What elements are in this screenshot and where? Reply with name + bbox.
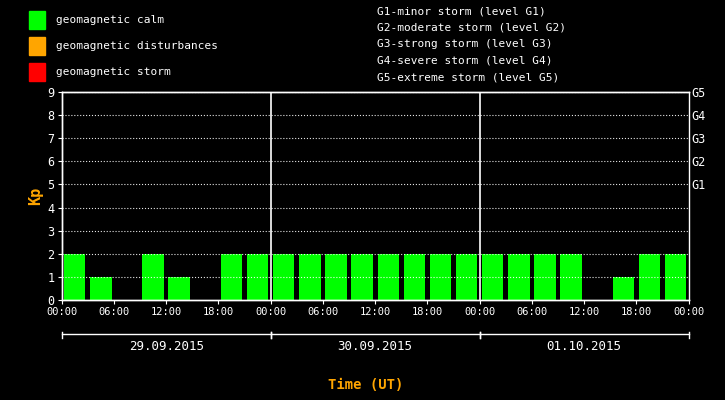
Y-axis label: Kp: Kp bbox=[28, 187, 44, 205]
Bar bbox=[534, 254, 556, 300]
Bar bbox=[90, 277, 112, 300]
Text: geomagnetic calm: geomagnetic calm bbox=[56, 15, 164, 25]
Bar bbox=[220, 254, 242, 300]
Bar bbox=[430, 254, 451, 300]
Bar bbox=[639, 254, 660, 300]
Text: G2-moderate storm (level G2): G2-moderate storm (level G2) bbox=[377, 22, 566, 33]
Bar bbox=[64, 254, 86, 300]
Bar bbox=[142, 254, 164, 300]
Text: G1-minor storm (level G1): G1-minor storm (level G1) bbox=[377, 6, 546, 16]
Text: Time (UT): Time (UT) bbox=[328, 378, 404, 392]
Bar bbox=[29, 37, 45, 55]
Text: G4-severe storm (level G4): G4-severe storm (level G4) bbox=[377, 56, 552, 66]
Bar bbox=[29, 11, 45, 30]
Bar bbox=[560, 254, 582, 300]
Bar bbox=[508, 254, 530, 300]
Bar bbox=[273, 254, 294, 300]
Bar bbox=[456, 254, 477, 300]
Text: geomagnetic disturbances: geomagnetic disturbances bbox=[56, 41, 217, 51]
Bar bbox=[299, 254, 320, 300]
Bar bbox=[665, 254, 687, 300]
Text: geomagnetic storm: geomagnetic storm bbox=[56, 67, 170, 77]
Bar bbox=[247, 254, 268, 300]
Bar bbox=[482, 254, 503, 300]
Bar bbox=[352, 254, 373, 300]
Bar bbox=[378, 254, 399, 300]
Bar bbox=[29, 62, 45, 81]
Text: G5-extreme storm (level G5): G5-extreme storm (level G5) bbox=[377, 72, 559, 82]
Text: 01.10.2015: 01.10.2015 bbox=[547, 340, 622, 352]
Text: G3-strong storm (level G3): G3-strong storm (level G3) bbox=[377, 39, 552, 49]
Text: 30.09.2015: 30.09.2015 bbox=[338, 340, 413, 352]
Bar bbox=[613, 277, 634, 300]
Bar bbox=[404, 254, 425, 300]
Text: 29.09.2015: 29.09.2015 bbox=[128, 340, 204, 352]
Bar bbox=[168, 277, 190, 300]
Bar bbox=[326, 254, 347, 300]
